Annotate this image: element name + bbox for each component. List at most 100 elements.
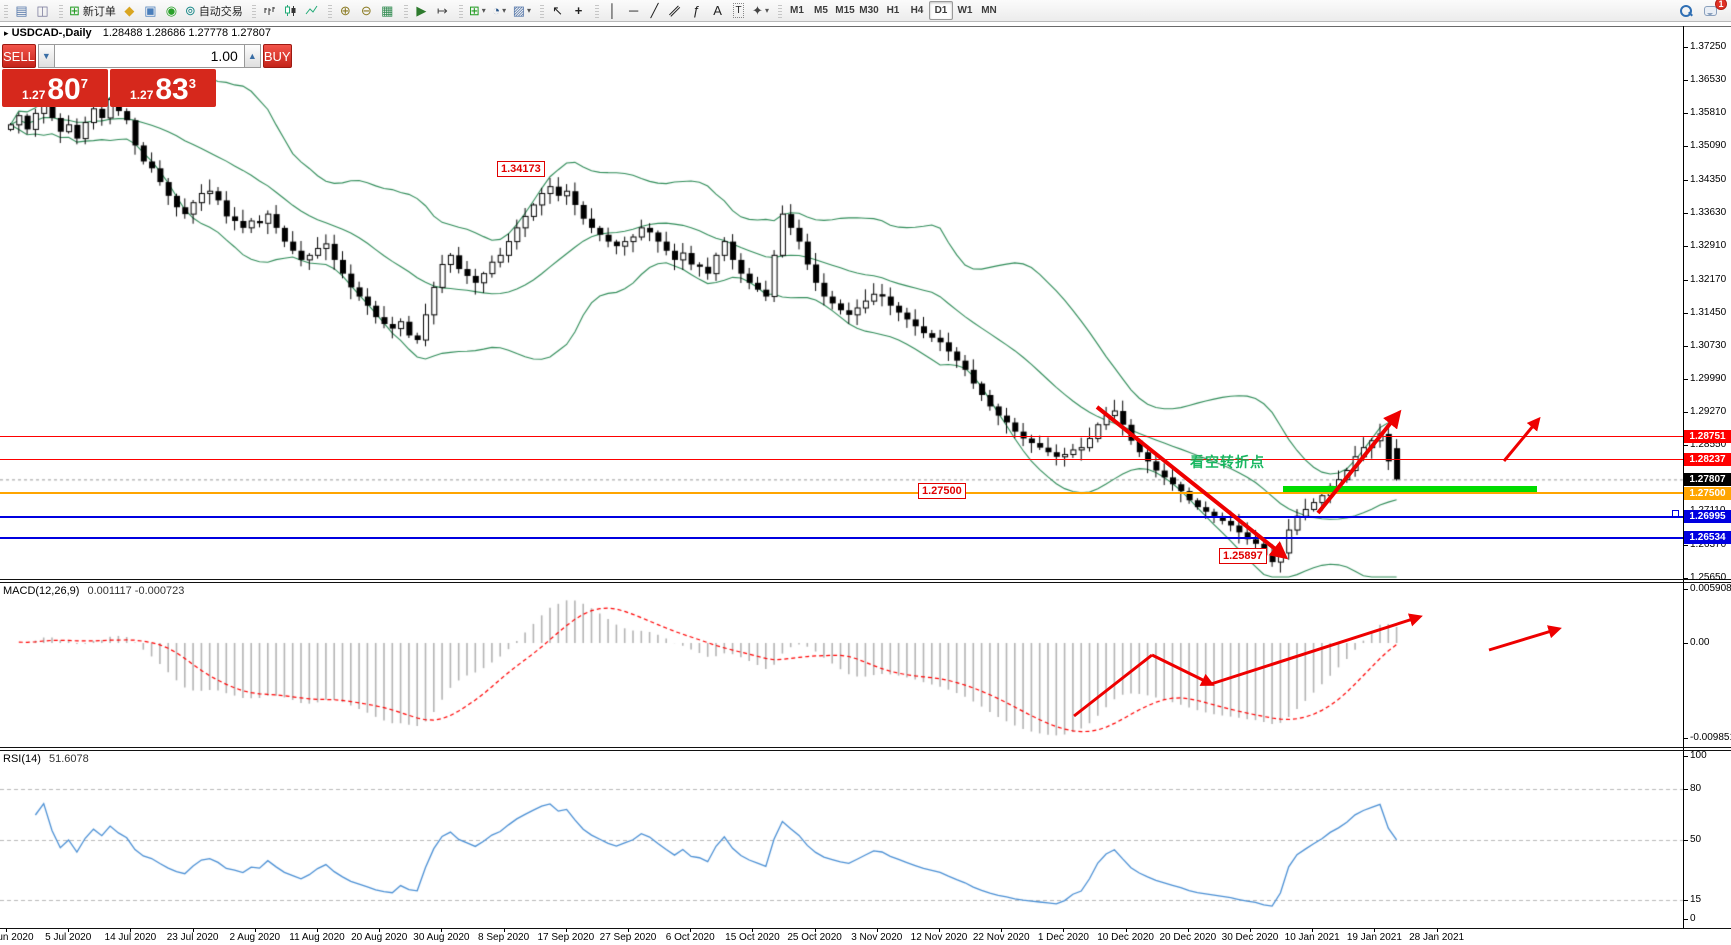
date-tick [565, 929, 567, 932]
trendline-button[interactable]: ╱ [644, 1, 665, 20]
cursor-button[interactable]: ↖ [547, 1, 568, 20]
timeframe-button-M1[interactable]: M1 [790, 5, 804, 16]
buy-button[interactable]: BUY [262, 44, 292, 68]
hline-1-26534[interactable] [0, 536, 1683, 539]
low-price-label[interactable]: 1.25897 [1219, 548, 1267, 564]
date-tick [1312, 929, 1314, 932]
candlestick-chart-icon [284, 5, 296, 16]
date-tick [1187, 929, 1189, 932]
new-order-label: 新订单 [82, 5, 116, 18]
volume-input[interactable] [54, 44, 244, 68]
timeframe-button-M5[interactable]: M5 [814, 5, 828, 16]
horizontal-line-button[interactable]: ─ [623, 1, 644, 20]
chart-window-button[interactable]: ▤ [11, 1, 32, 20]
channel-icon: ∥ [667, 2, 684, 19]
panel-separator[interactable] [0, 579, 1731, 580]
toolbar-grip [403, 3, 408, 18]
main-toolbar: ▤ ◫ ⊞ 新订单 ◆ ▣ ◉ ⊚ 自动交易 ⊕ ⊖ ▦ [0, 0, 1731, 22]
price-tick-label: 1.32170 [1690, 273, 1727, 285]
date-label: 2 Aug 2020 [229, 932, 281, 943]
current-price-tag: 1.27807 [1684, 472, 1731, 486]
rsi-tick-label: 0 [1690, 913, 1696, 924]
buy-price-display[interactable]: 1.27 83 3 [110, 69, 216, 107]
autotrading-button[interactable]: ⊚ 自动交易 [182, 1, 246, 20]
price-axis-tick [1684, 445, 1688, 447]
sell-price-display[interactable]: 1.27 80 7 [2, 69, 108, 107]
periods-button[interactable]: ◔ ▾ [489, 1, 510, 20]
price-tick-label: 1.34350 [1690, 173, 1727, 185]
collapse-arrow-icon: ▸ [4, 28, 9, 38]
price-axis-tick [1684, 412, 1688, 414]
chat-icon [1704, 5, 1717, 16]
timeframe-button-W1[interactable]: W1 [957, 5, 973, 16]
auto-scroll-button[interactable]: ▶ [411, 1, 432, 20]
mid-price-label[interactable]: 1.27500 [918, 483, 966, 499]
price-tick-label: 1.33630 [1690, 206, 1727, 218]
date-tick [1063, 929, 1065, 932]
vertical-line-button[interactable]: │ [602, 1, 623, 20]
price-axis-line[interactable] [1683, 26, 1684, 929]
signals-button[interactable]: ◉ [161, 1, 182, 20]
price-tick-label: 1.35090 [1690, 139, 1727, 151]
search-button[interactable] [1675, 1, 1696, 20]
panel-separator[interactable] [0, 747, 1731, 748]
green-support-segment[interactable] [1283, 486, 1537, 493]
date-tick [1250, 929, 1251, 932]
date-tick [1374, 929, 1376, 932]
sell-button[interactable]: SELL [2, 44, 36, 68]
text-button[interactable]: A [707, 1, 728, 20]
chart-shift-icon: ↦ [436, 3, 448, 18]
hline-1-28751[interactable] [0, 435, 1683, 437]
fibonacci-button[interactable]: ƒ [686, 1, 707, 20]
price-axis-tick [1684, 578, 1688, 580]
timeframe-button-M30[interactable]: M30 [859, 5, 879, 16]
timeframe-button-MN[interactable]: MN [981, 5, 997, 16]
bar-chart-button[interactable] [259, 1, 280, 20]
candlestick-chart-button[interactable] [280, 1, 301, 20]
shapes-button[interactable]: ✦ ▾ [749, 1, 772, 20]
hline-1-28237[interactable] [0, 459, 1683, 461]
chat-button[interactable]: 1 [1700, 0, 1727, 20]
timeframe-button-M15[interactable]: M15 [835, 5, 855, 16]
chart-symbol-period: USDCAD-,Daily [11, 27, 92, 39]
templates-button[interactable]: ▨ ▾ [510, 1, 534, 20]
high-price-label[interactable]: 1.34173 [497, 161, 545, 177]
macd-tick-label: 0.00 [1690, 637, 1710, 648]
timeframe-group: M1 M5 M15 M30 H1 H4 D1 W1 MN [774, 0, 1003, 22]
chart-shift-button[interactable]: ↦ [432, 1, 453, 20]
date-tick [6, 929, 7, 932]
annotation-bearish-turning-point[interactable]: 看空转折点 [1190, 454, 1265, 470]
indicators-button[interactable]: ⊞ ▾ [466, 1, 489, 20]
date-label: 12 Nov 2020 [910, 932, 968, 943]
hline-1-26995[interactable] [0, 515, 1683, 518]
tile-windows-button[interactable]: ▦ [377, 1, 398, 20]
crosshair-button[interactable]: + [568, 1, 589, 20]
crosshair-icon: + [574, 3, 583, 18]
metaeditor-button[interactable]: ◆ [119, 1, 140, 20]
terminal-button[interactable]: ▣ [140, 1, 161, 20]
rsi-title: RSI(14) [3, 753, 41, 765]
channel-button[interactable]: ∥ [665, 1, 686, 20]
volume-increase-button[interactable]: ▲ [243, 44, 261, 68]
date-tick [752, 929, 754, 932]
date-tick [1125, 929, 1127, 932]
volume-decrease-button[interactable]: ▼ [37, 44, 55, 68]
date-tick [814, 929, 816, 932]
buy-price-major: 1.27 [130, 88, 154, 102]
date-label: 20 Dec 2020 [1159, 932, 1217, 943]
label-button[interactable]: T [728, 1, 749, 20]
hline-1-27500[interactable] [0, 492, 1683, 495]
new-order-button[interactable]: ⊞ 新订单 [66, 1, 119, 20]
date-tick [317, 929, 318, 932]
profiles-button[interactable]: ◫ [32, 1, 53, 20]
line-chart-button[interactable] [301, 1, 322, 20]
zoom-in-button[interactable]: ⊕ [335, 1, 356, 20]
hline-edit-handle[interactable] [1672, 510, 1679, 517]
date-label: 30 Dec 2020 [1221, 932, 1279, 943]
price-tick-label: 1.32910 [1690, 239, 1727, 251]
timeframe-button-D1[interactable]: D1 [928, 1, 953, 20]
zoom-out-button[interactable]: ⊖ [356, 1, 377, 20]
timeframe-button-H4[interactable]: H4 [910, 5, 924, 16]
timeframe-button-H1[interactable]: H1 [886, 5, 900, 16]
